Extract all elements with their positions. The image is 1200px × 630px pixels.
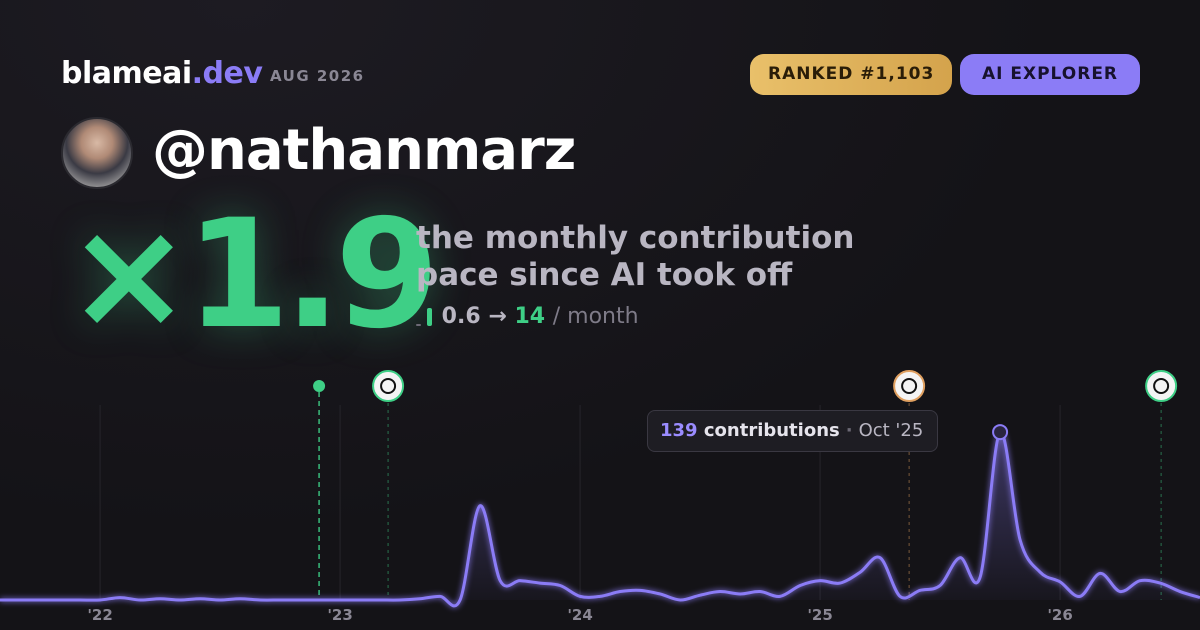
event-dot — [313, 380, 326, 392]
tooltip-date: Oct '25 — [858, 420, 924, 441]
event-icon-glyph — [380, 378, 397, 394]
persona-badge: AI EXPLORER — [960, 54, 1140, 95]
multiplier: ×1.9 — [66, 188, 439, 362]
tooltip-value: 139 — [660, 420, 698, 441]
brand-name: blameai — [61, 56, 192, 91]
highlight-point — [992, 424, 1009, 441]
brand[interactable]: blameai.dev — [61, 56, 263, 91]
pace-before: 0.6 — [441, 304, 481, 329]
x-tick-label: '25 — [807, 606, 832, 624]
pace-arrow: → — [488, 304, 507, 329]
x-tick-label: '26 — [1047, 606, 1072, 624]
pace-after: 14 — [514, 304, 546, 329]
brand-tld: .dev — [191, 56, 263, 91]
x-tick-label: '23 — [327, 606, 352, 624]
tooltip-separator: · — [845, 420, 853, 441]
event-icon — [893, 370, 926, 402]
tooltip-label: contributions — [703, 420, 840, 441]
pace-icon — [416, 306, 434, 326]
event-icon — [1145, 370, 1178, 402]
description-line: the monthly contribution — [416, 220, 855, 256]
rank-badge: RANKED #1,103 — [750, 54, 953, 95]
x-tick-label: '24 — [567, 606, 592, 624]
tooltip: 139 contributions · Oct '25 — [647, 410, 939, 452]
pace-unit: / month — [552, 304, 639, 329]
pace: 0.6 → 14 / month — [416, 304, 639, 329]
avatar — [61, 117, 133, 189]
area — [0, 431, 1200, 606]
description-line: pace since AI took off — [416, 257, 793, 293]
description: the monthly contribution pace since AI t… — [416, 220, 854, 294]
username: @nathanmarz — [152, 118, 576, 183]
event-icon-glyph — [901, 378, 918, 394]
report-date: AUG 2026 — [270, 67, 365, 85]
x-tick-label: '22 — [87, 606, 112, 624]
event-icon-glyph — [1153, 378, 1170, 394]
event-icon — [372, 370, 405, 402]
